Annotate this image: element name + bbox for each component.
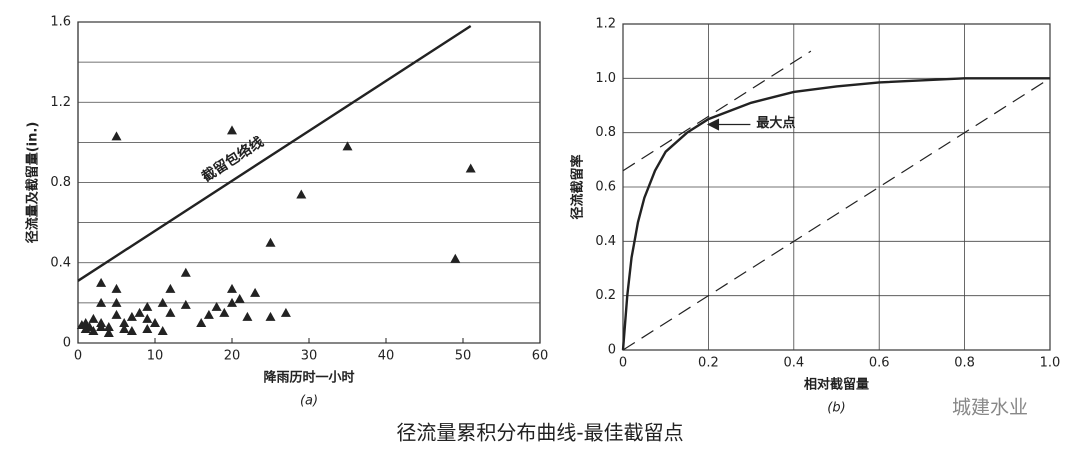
point — [296, 189, 307, 199]
point — [142, 301, 153, 311]
watermark: 城建水业 — [952, 397, 1028, 419]
line-label: 截留包络线 — [199, 133, 267, 185]
x-tick-label: 20 — [224, 349, 241, 364]
y-tick-label: 0.2 — [595, 288, 616, 303]
point — [227, 125, 237, 135]
x-tick-label: 1.0 — [1040, 356, 1061, 371]
y-tick-label: 0 — [608, 343, 616, 358]
point — [84, 321, 95, 331]
y-tick-label: 1.0 — [595, 71, 616, 86]
x-tick-label: 0 — [74, 349, 82, 364]
point — [96, 297, 107, 307]
point — [111, 131, 122, 141]
point — [96, 321, 107, 331]
y-tick-label: 0.4 — [595, 234, 616, 249]
point — [134, 307, 145, 317]
dashed-line — [622, 50, 812, 172]
y-tick-label: 1.2 — [595, 17, 616, 32]
point — [227, 297, 237, 307]
curve — [621, 77, 1050, 351]
point — [119, 317, 130, 327]
y-axis-label: 径流截留率 — [570, 154, 586, 219]
annotation-label: 最大点 — [756, 115, 795, 131]
point — [157, 297, 168, 307]
point — [111, 309, 122, 319]
x-tick-label: 40 — [378, 349, 395, 364]
y-tick-label: 0 — [63, 336, 71, 351]
x-axis-label: 相对截留量 — [804, 377, 869, 393]
point — [450, 253, 461, 263]
point — [265, 311, 276, 321]
point — [203, 309, 214, 319]
point — [142, 323, 153, 333]
point — [165, 307, 176, 317]
x-tick-label: 50 — [455, 349, 472, 364]
point — [111, 283, 122, 293]
x-tick-label: 0.8 — [954, 356, 975, 371]
point — [119, 323, 130, 333]
x-tick-label: 30 — [301, 349, 318, 364]
x-tick-label: 10 — [147, 349, 164, 364]
point — [103, 327, 114, 337]
point — [76, 319, 87, 329]
point — [150, 317, 160, 327]
point — [265, 237, 276, 247]
x-tick-label: 0 — [619, 356, 627, 371]
point — [180, 267, 191, 277]
subtitle: (b) — [827, 401, 845, 416]
y-axis-label: 径流量及截留量(in.) — [25, 122, 41, 244]
point — [465, 163, 476, 173]
point — [142, 313, 153, 323]
y-tick-label: 0.8 — [50, 175, 71, 190]
point — [196, 317, 207, 327]
point — [342, 141, 353, 151]
point — [242, 311, 253, 321]
dashed-line — [622, 77, 1051, 351]
point — [157, 325, 168, 335]
point — [111, 297, 122, 307]
y-tick-label: 0.4 — [50, 255, 71, 270]
x-tick-label: 0.4 — [783, 356, 804, 371]
point — [250, 287, 261, 297]
point — [227, 283, 237, 293]
x-tick-label: 0.2 — [698, 356, 719, 371]
point — [126, 325, 137, 335]
x-axis-label: 降雨历时一小时 — [263, 370, 354, 386]
point — [96, 277, 107, 287]
point — [234, 293, 245, 303]
curve — [77, 25, 472, 282]
point — [280, 307, 291, 317]
point — [180, 299, 191, 309]
subtitle: (a) — [300, 394, 318, 409]
x-tick-label: 60 — [532, 349, 549, 364]
annotation-arrow — [706, 118, 751, 131]
point — [103, 321, 114, 331]
y-tick-label: 1.2 — [50, 95, 71, 110]
x-tick-label: 0.6 — [869, 356, 890, 371]
y-tick-label: 0.6 — [595, 180, 616, 195]
point — [211, 301, 222, 311]
caption: 径流量累积分布曲线-最佳截留点 — [396, 421, 683, 445]
point — [126, 311, 137, 321]
point — [165, 283, 176, 293]
point — [88, 313, 99, 323]
y-tick-label: 1.6 — [50, 15, 71, 30]
point — [219, 307, 230, 317]
y-tick-label: 0.8 — [595, 125, 616, 140]
